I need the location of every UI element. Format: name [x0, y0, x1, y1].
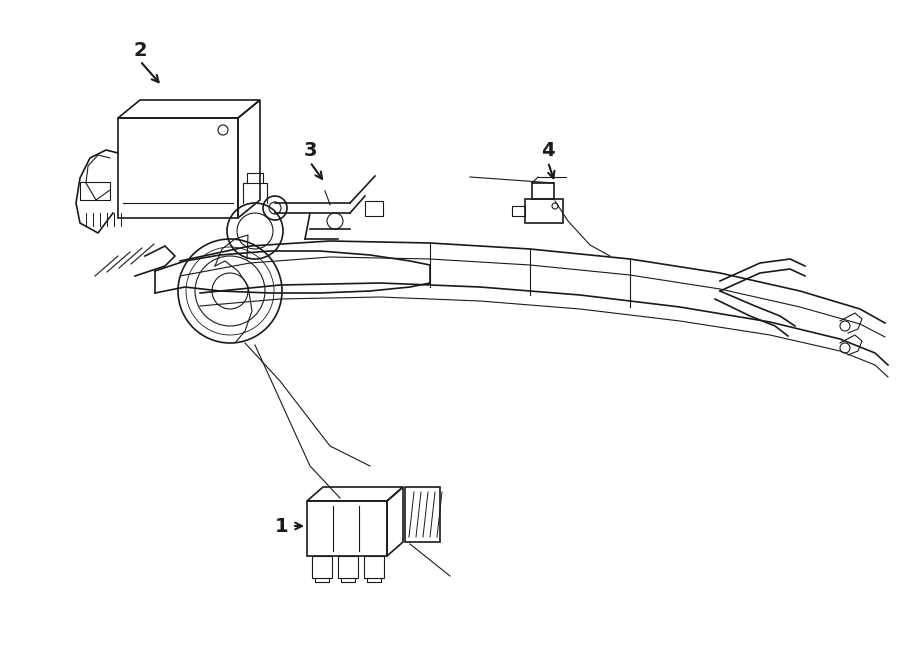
Bar: [364, 556, 384, 578]
Text: 3: 3: [303, 141, 317, 161]
Text: 2: 2: [133, 42, 147, 61]
Bar: [405, 487, 440, 542]
Bar: [118, 118, 238, 218]
Text: 4: 4: [541, 141, 554, 161]
Bar: [365, 201, 383, 216]
Bar: [312, 556, 332, 578]
Bar: [525, 199, 563, 223]
Bar: [532, 183, 554, 199]
Bar: [80, 182, 110, 200]
Bar: [307, 501, 387, 556]
Bar: [338, 556, 358, 578]
Text: 1: 1: [275, 516, 289, 535]
Bar: [512, 206, 525, 216]
